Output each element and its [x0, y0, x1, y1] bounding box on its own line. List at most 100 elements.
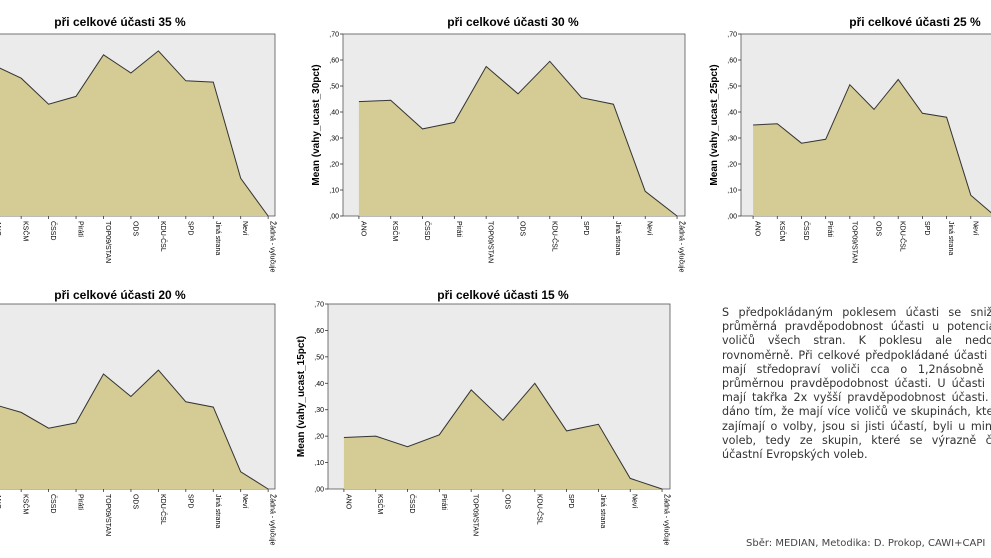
x-category-label: ČSSD	[423, 221, 432, 240]
chart-panel-20: při celkové účasti 20 % ANO KSČM ČSSD Piráti…	[0, 285, 300, 555]
x-category-label: Neví	[241, 494, 248, 508]
x-category-label: Jiná strana	[214, 221, 221, 255]
y-tick-label: ,20	[314, 434, 324, 441]
area-fill	[358, 61, 678, 216]
x-category-label: SPD	[567, 494, 574, 508]
y-tick-label: ,00	[727, 214, 737, 221]
y-tick-label: ,70	[727, 32, 737, 39]
area-fill	[753, 79, 991, 216]
chart-panel-15: při celkové účasti 15 % ,00 ,10 ,20 ,30 ,40 ,5…	[290, 285, 690, 555]
y-tick-label: ,50	[314, 354, 324, 361]
x-category-label: ČSSD	[49, 221, 58, 240]
x-category-label: ANO	[0, 494, 1, 510]
x-category-label: Žádná - vylučuje	[663, 494, 672, 545]
x-category-label: ANO	[754, 221, 761, 237]
y-tick-label: ,10	[314, 460, 324, 467]
area-fill	[343, 383, 663, 489]
y-tick-label: ,20	[727, 162, 737, 169]
x-category-label: TOP09/STAN	[472, 494, 479, 536]
x-category-label: TOP09/STAN	[850, 221, 857, 263]
x-category-label: KDU-ČSL	[535, 494, 544, 525]
y-tick-label: ,60	[314, 328, 324, 335]
x-category-label: Piráti	[440, 494, 447, 510]
x-category-label: TOP09/STAN	[104, 221, 111, 263]
chart-title: při celkové účasti 30 %	[447, 15, 579, 29]
y-tick-label: ,30	[314, 407, 324, 414]
x-category-label: ČSSD	[802, 221, 811, 240]
x-category-label: SPD	[186, 221, 193, 235]
x-category-label: KDU-ČSL	[159, 221, 168, 252]
x-category-label: SPD	[923, 221, 930, 235]
x-category-label: Žádná - vylučuje	[269, 494, 278, 545]
y-tick-label: ,70	[329, 32, 339, 39]
y-tick-label: ,60	[727, 58, 737, 65]
note-paragraph: S předpokládaným poklesem účasti se sniž…	[722, 306, 991, 462]
y-axis-label: Mean (vahy_ucast_25pct)	[709, 64, 720, 185]
x-category-label: Jiná strana	[614, 221, 621, 255]
x-category-label: KSČM	[22, 494, 31, 514]
y-tick-label: ,10	[727, 188, 737, 195]
series-line	[0, 369, 269, 490]
series-line	[358, 60, 678, 217]
chart-title: při celkové účasti 20 %	[54, 288, 186, 302]
x-category-label: ODS	[131, 494, 138, 510]
x-category-label: Žádná - vylučuje	[678, 221, 687, 272]
y-tick-label: ,60	[329, 58, 339, 65]
y-tick-label: ,70	[314, 302, 324, 309]
chart-title: při celkové účasti 25 %	[849, 15, 981, 29]
x-category-label: Neví	[971, 221, 978, 235]
x-category-label: KSČM	[376, 494, 385, 514]
y-tick-label: ,20	[329, 162, 339, 169]
x-category-label: Jiná strana	[947, 221, 954, 255]
x-category-label: ODS	[503, 494, 510, 510]
x-category-label: Neví	[241, 221, 248, 235]
note-text: S předpokládaným poklesem účasti se sniž…	[722, 306, 991, 462]
y-tick-label: ,50	[727, 84, 737, 91]
x-category-label: SPD	[582, 221, 589, 235]
x-category-label: ANO	[344, 494, 351, 510]
x-category-label: ANO	[359, 221, 366, 237]
y-axis-label: Mean (vahy_ucast_30pct)	[311, 64, 322, 185]
chart-panel-35: při celkové účasti 35 % ANO KSČM ČSSD Piráti…	[0, 12, 300, 282]
y-tick-label: ,40	[314, 381, 324, 388]
series-line	[343, 382, 663, 490]
x-category-label: ODS	[131, 221, 138, 237]
chart-panel-25: při celkové účasti 25 % ,00 ,10 ,20 ,30 ,40 ,5…	[706, 12, 991, 282]
x-category-label: Žádná - vylučuje	[269, 221, 278, 272]
x-category-label: Neví	[631, 494, 638, 508]
y-tick-label: ,50	[329, 84, 339, 91]
area-fill	[0, 50, 269, 216]
y-tick-label: ,30	[329, 136, 339, 143]
y-tick-label: ,00	[314, 487, 324, 494]
x-category-label: Piráti	[826, 221, 833, 237]
x-category-label: Piráti	[77, 494, 84, 510]
area-chart-svg: při celkové účasti 35 % ANO KSČM ČSSD Piráti…	[0, 15, 278, 272]
series-line	[0, 50, 269, 217]
x-category-label: Neví	[646, 221, 653, 235]
area-chart-svg: při celkové účasti 15 % ,00 ,10 ,20 ,30 ,40 ,5…	[296, 288, 672, 545]
x-category-label: KDU-ČSL	[899, 221, 908, 252]
x-category-label: KSČM	[22, 221, 31, 241]
x-category-label: Piráti	[455, 221, 462, 237]
x-category-label: KSČM	[391, 221, 400, 241]
x-category-label: TOP09/STAN	[104, 494, 111, 536]
x-category-label: SPD	[186, 494, 193, 508]
area-fill	[0, 370, 269, 489]
x-category-label: KDU-ČSL	[550, 221, 559, 252]
x-category-label: ČSSD	[408, 494, 417, 513]
x-category-label: ČSSD	[49, 494, 58, 513]
chart-title: při celkové účasti 35 %	[54, 15, 186, 29]
x-category-label: Piráti	[77, 221, 84, 237]
x-category-label: ODS	[875, 221, 882, 237]
area-chart-svg: při celkové účasti 20 % ANO KSČM ČSSD Piráti…	[0, 288, 278, 545]
y-tick-label: ,30	[727, 136, 737, 143]
x-category-label: ANO	[0, 221, 1, 237]
x-category-label: Jiná strana	[599, 494, 606, 528]
y-axis-label: Mean (vahy_ucast_15pct)	[296, 336, 307, 457]
source-caption: Sběr: MEDIAN, Metodika: D. Prokop, CAWI+…	[746, 538, 986, 549]
area-chart-svg: při celkové účasti 30 % ,00 ,10 ,20 ,30 ,40 ,5…	[311, 15, 687, 272]
y-tick-label: ,10	[329, 188, 339, 195]
x-category-label: Jiná strana	[214, 494, 221, 528]
x-category-label: KDU-ČSL	[159, 494, 168, 525]
chart-title: při celkové účasti 15 %	[437, 288, 569, 302]
